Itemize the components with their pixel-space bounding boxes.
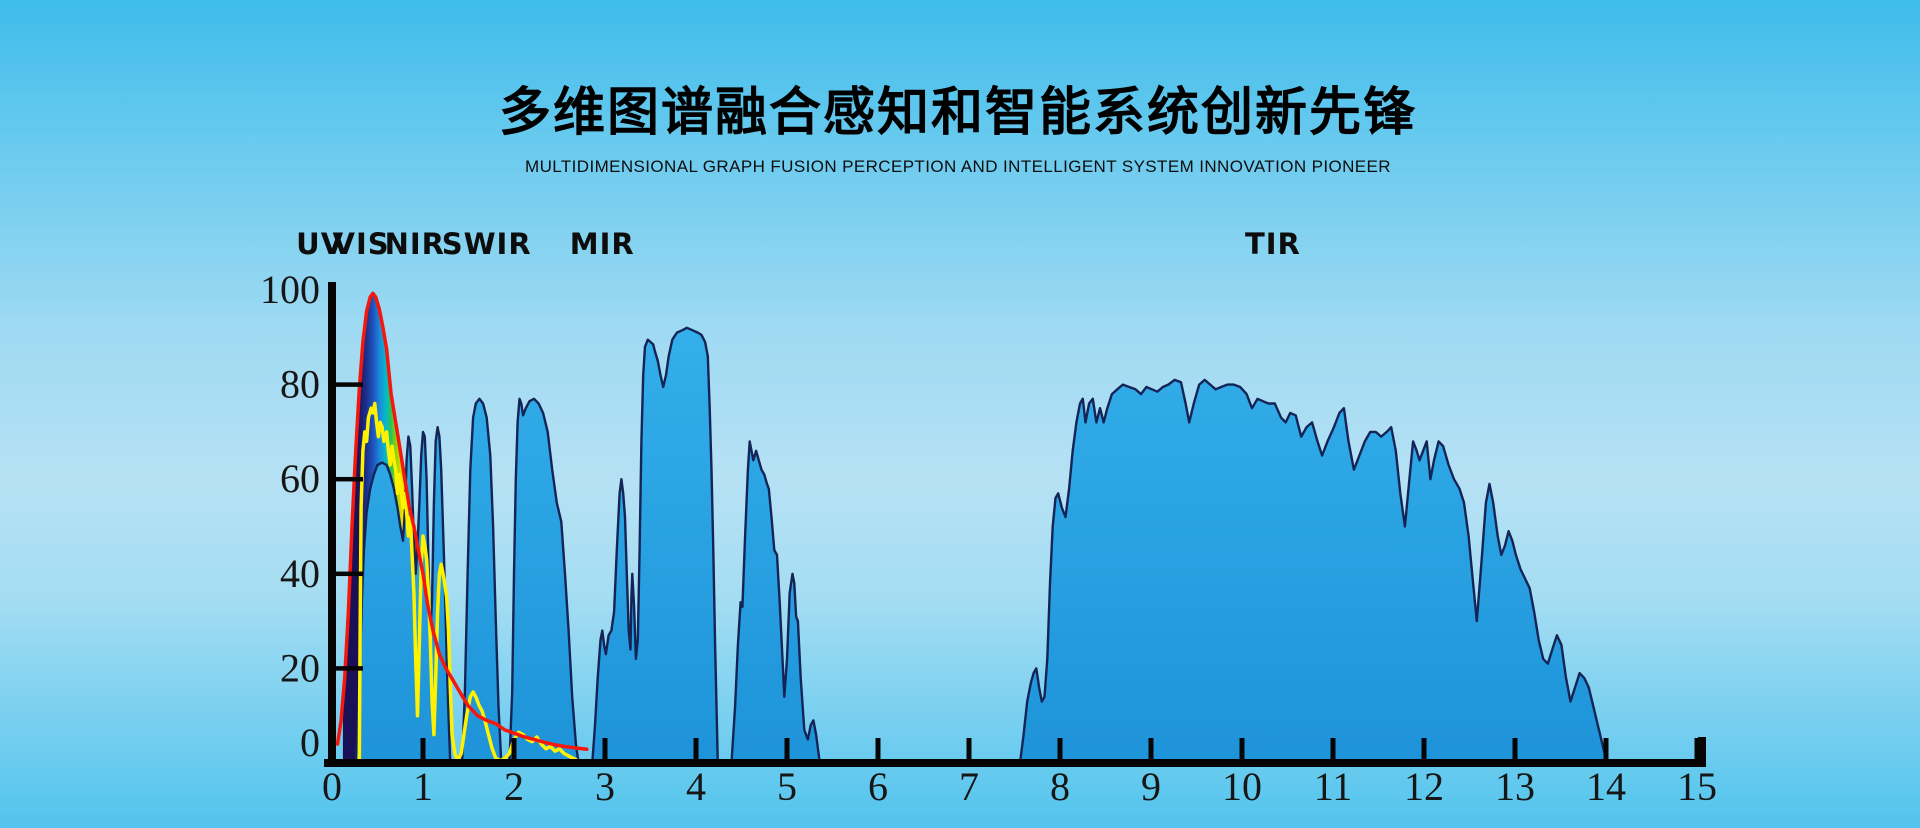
y-tick-label: 80 xyxy=(280,362,320,407)
x-tick xyxy=(1512,738,1518,759)
y-tick-label: 0 xyxy=(300,720,320,765)
x-tick-label: 12 xyxy=(1404,764,1444,809)
transmission-outline xyxy=(354,326,1609,765)
x-tick-label: 4 xyxy=(686,764,706,809)
x-tick-label: 0 xyxy=(322,764,342,809)
x-tick-label: 10 xyxy=(1222,764,1262,809)
x-tick xyxy=(693,738,699,759)
y-tick-label: 100 xyxy=(260,267,320,312)
y-tick-label: 40 xyxy=(280,551,320,596)
y-tick-label: 20 xyxy=(280,645,320,690)
x-tick-label: 2 xyxy=(504,764,524,809)
page-subtitle: MULTIDIMENSIONAL GRAPH FUSION PERCEPTION… xyxy=(525,157,1391,176)
x-tick-label: 7 xyxy=(959,764,979,809)
y-axis xyxy=(328,282,336,767)
band-label-nir: NIR xyxy=(385,227,445,261)
x-tick-label: 3 xyxy=(595,764,615,809)
x-tick xyxy=(420,738,426,759)
band-label-mir: MIR xyxy=(570,227,635,261)
y-tick xyxy=(336,666,363,671)
x-tick-label: 6 xyxy=(868,764,888,809)
x-tick-label: 13 xyxy=(1495,764,1535,809)
band-label-tir: TIR xyxy=(1245,227,1301,261)
x-tick xyxy=(1603,738,1609,759)
x-tick-label: 15 xyxy=(1677,764,1717,809)
x-tick xyxy=(1148,738,1154,759)
x-axis xyxy=(324,759,1706,767)
x-tick xyxy=(875,738,881,759)
x-tick xyxy=(1694,738,1700,759)
band-label-vis: VIS xyxy=(333,227,390,261)
x-tick-label: 11 xyxy=(1314,764,1353,809)
visible-spectrum-gradient xyxy=(342,293,420,763)
x-tick xyxy=(784,738,790,759)
x-tick xyxy=(1421,738,1427,759)
x-tick-label: 9 xyxy=(1141,764,1161,809)
x-tick xyxy=(966,738,972,759)
x-tick-label: 8 xyxy=(1050,764,1070,809)
transmission-area xyxy=(355,327,1607,763)
x-tick-label: 5 xyxy=(777,764,797,809)
page-title: 多维图谱融合感知和智能系统创新先锋 xyxy=(498,83,1418,143)
band-label-swir: SWIR xyxy=(442,227,532,261)
x-tick-label: 1 xyxy=(413,764,433,809)
x-tick xyxy=(1239,738,1245,759)
x-tick xyxy=(602,738,608,759)
x-tick-label: 14 xyxy=(1586,764,1626,809)
x-tick xyxy=(1330,738,1336,759)
y-tick-label: 60 xyxy=(280,456,320,501)
blackbody-curve xyxy=(335,291,589,752)
x-axis-end-cap xyxy=(1698,737,1706,765)
band-label-uv: UV xyxy=(296,227,344,261)
x-tick xyxy=(1057,738,1063,759)
y-tick xyxy=(336,571,363,577)
y-tick xyxy=(336,382,363,387)
y-tick xyxy=(336,476,363,482)
x-tick xyxy=(511,738,517,759)
solar-ground-curve xyxy=(357,401,580,765)
